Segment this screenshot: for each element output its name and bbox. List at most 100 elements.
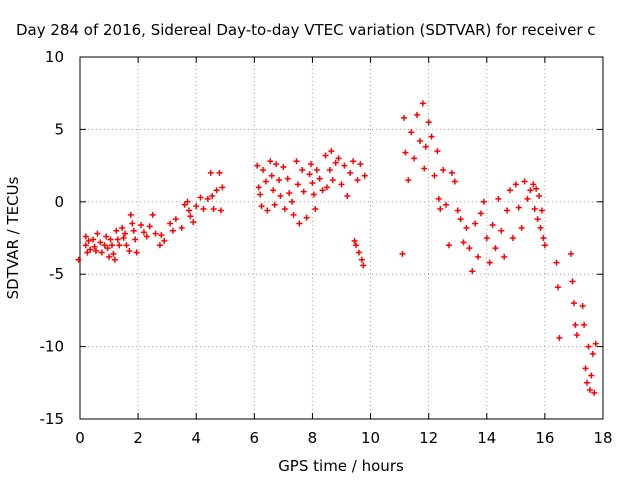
data-point — [584, 379, 591, 386]
data-point — [289, 198, 296, 205]
data-point — [434, 148, 441, 155]
data-point — [280, 164, 287, 171]
data-point — [402, 149, 409, 156]
data-point — [472, 220, 479, 227]
data-point — [113, 227, 120, 234]
data-point — [172, 216, 179, 223]
data-point — [507, 187, 514, 194]
data-point — [197, 194, 204, 201]
data-point — [149, 211, 156, 218]
data-point — [119, 224, 126, 231]
data-point — [284, 175, 291, 182]
data-point — [294, 181, 301, 188]
data-point — [323, 184, 330, 191]
data-point — [537, 224, 544, 231]
data-point — [92, 248, 99, 255]
data-point — [358, 256, 365, 263]
data-point — [477, 210, 484, 217]
data-point — [306, 171, 313, 178]
y-tick-label: -15 — [40, 410, 65, 428]
data-point — [146, 223, 153, 230]
x-tick-label: 0 — [75, 429, 85, 447]
data-point — [428, 133, 435, 140]
data-point — [82, 233, 89, 240]
data-point — [460, 239, 467, 246]
data-point — [541, 242, 548, 249]
y-tick-label: -10 — [40, 338, 65, 356]
data-point — [361, 172, 368, 179]
data-point — [217, 207, 224, 214]
data-point — [347, 169, 354, 176]
data-point — [110, 250, 117, 257]
data-point — [582, 365, 589, 372]
data-point — [504, 207, 511, 214]
y-axis-ticks: -15 -10 -5 0 5 10 — [40, 48, 603, 428]
data-point — [319, 187, 326, 194]
data-point — [91, 243, 98, 250]
data-point — [184, 198, 191, 205]
data-point — [84, 249, 91, 256]
data-point — [185, 207, 192, 214]
data-point — [120, 235, 127, 241]
data-point — [435, 195, 442, 202]
data-point — [262, 178, 269, 185]
data-point — [268, 172, 275, 179]
data-point — [255, 184, 262, 191]
y-tick-label: 0 — [54, 193, 64, 211]
data-point — [588, 372, 595, 379]
data-point — [486, 259, 493, 266]
data-point — [354, 177, 361, 184]
data-point — [273, 161, 280, 168]
data-point — [515, 204, 522, 211]
data-point — [152, 230, 159, 237]
data-point — [138, 221, 145, 228]
y-tick-label: -5 — [49, 265, 64, 283]
data-point — [446, 242, 453, 249]
data-point — [512, 181, 519, 188]
data-point — [286, 190, 293, 197]
data-point — [530, 181, 537, 188]
plot-border — [79, 56, 604, 420]
data-point — [132, 236, 139, 243]
data-point — [540, 235, 547, 241]
data-point — [360, 262, 367, 269]
data-point — [454, 207, 461, 214]
data-point — [90, 236, 97, 243]
data-point — [501, 253, 508, 260]
data-point — [475, 253, 482, 260]
data-point — [431, 172, 438, 179]
data-point — [310, 191, 317, 198]
data-point — [129, 220, 136, 227]
x-tick-label: 16 — [535, 429, 554, 447]
data-point — [483, 235, 490, 241]
data-point — [466, 245, 473, 252]
data-point — [408, 129, 415, 136]
x-tick-label: 8 — [308, 429, 318, 447]
data-point — [312, 206, 319, 213]
data-point — [290, 211, 297, 218]
y-tick-label: 10 — [45, 48, 64, 66]
data-point — [533, 185, 540, 192]
grid — [80, 57, 603, 419]
data-point — [87, 246, 94, 253]
data-point — [553, 259, 560, 266]
data-point — [538, 207, 545, 214]
data-point — [85, 237, 92, 244]
data-point — [357, 161, 364, 168]
data-point — [271, 201, 278, 208]
data-point — [480, 198, 487, 205]
data-point — [498, 227, 505, 234]
data-point — [469, 268, 476, 275]
data-point — [158, 232, 165, 239]
data-point — [167, 220, 174, 227]
data-point — [133, 249, 140, 256]
data-point — [332, 159, 339, 166]
data-point — [527, 187, 534, 194]
data-point — [329, 177, 336, 184]
data-point — [322, 152, 329, 159]
data-point — [573, 332, 580, 339]
data-point — [457, 216, 464, 223]
data-point — [94, 230, 101, 237]
data-point — [344, 193, 351, 200]
data-point — [531, 206, 538, 213]
